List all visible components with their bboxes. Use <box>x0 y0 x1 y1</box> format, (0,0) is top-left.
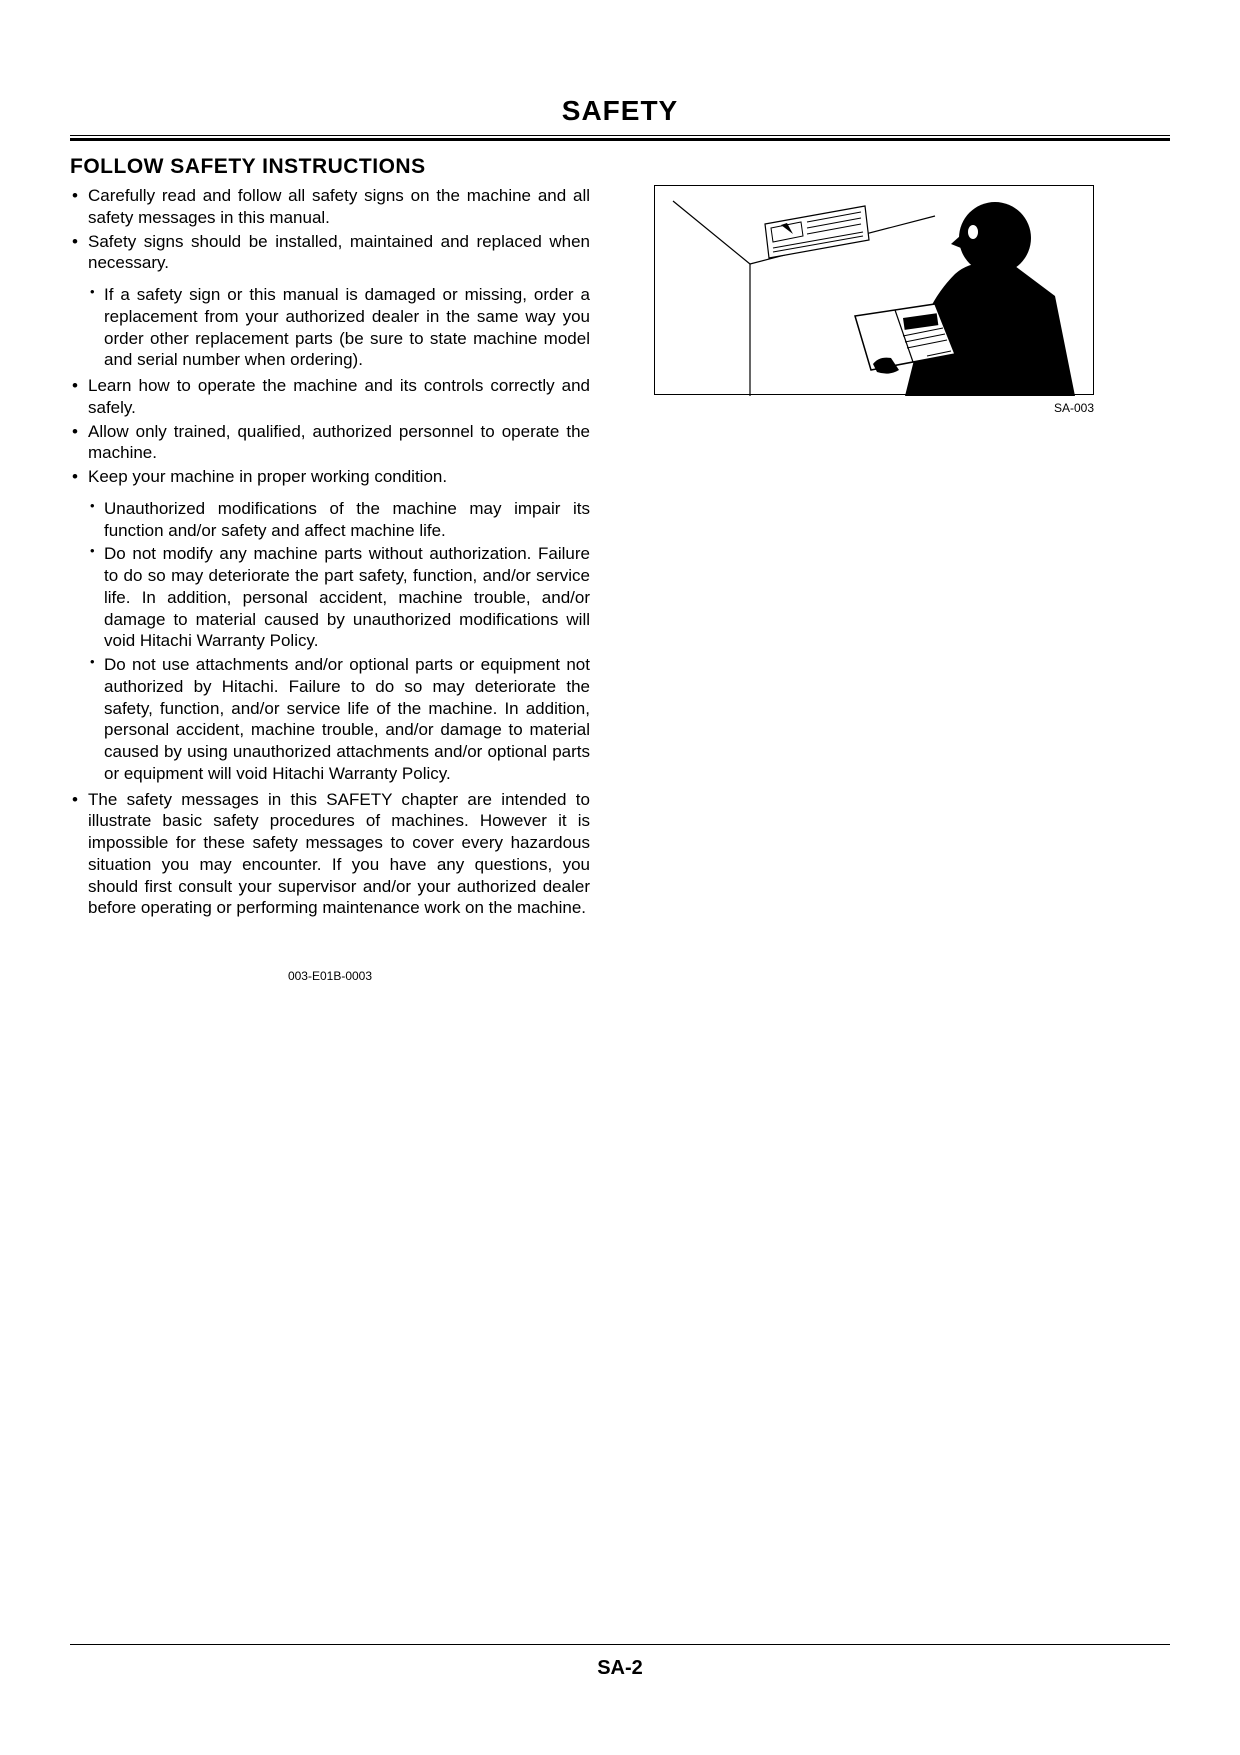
bullet-item: Carefully read and follow all safety sig… <box>88 185 590 229</box>
sub-item: Unauthorized modifications of the machin… <box>104 498 590 542</box>
sub-list: If a safety sign or this manual is damag… <box>88 284 590 371</box>
page-footer: SA-2 <box>70 1644 1170 1680</box>
safety-figure <box>654 185 1094 395</box>
sub-item: If a safety sign or this manual is damag… <box>104 284 590 371</box>
page-number: SA-2 <box>70 1657 1170 1680</box>
sub-item: Do not modify any machine parts without … <box>104 543 590 652</box>
bullet-text: The safety messages in this SAFETY chapt… <box>88 790 590 918</box>
figure-caption: SA-003 <box>654 401 1094 415</box>
bullet-text: Carefully read and follow all safety sig… <box>88 186 590 227</box>
bullet-item: Learn how to operate the machine and its… <box>88 375 590 419</box>
bullet-item: The safety messages in this SAFETY chapt… <box>88 789 590 920</box>
right-column: SA-003 <box>614 155 1170 415</box>
bullet-list: Carefully read and follow all safety sig… <box>70 185 590 919</box>
left-column: FOLLOW SAFETY INSTRUCTIONS Carefully rea… <box>70 155 590 983</box>
document-code: 003-E01B-0003 <box>70 969 590 983</box>
section-heading: FOLLOW SAFETY INSTRUCTIONS <box>70 155 590 179</box>
bullet-item: Allow only trained, qualified, authorize… <box>88 421 590 465</box>
reading-manual-illustration <box>655 186 1095 396</box>
header-rule-thick <box>70 138 1170 141</box>
bullet-item: Keep your machine in proper working cond… <box>88 466 590 785</box>
sub-item: Do not use attachments and/or optional p… <box>104 654 590 785</box>
bullet-text: Safety signs should be installed, mainta… <box>88 232 590 273</box>
page-title: SAFETY <box>70 95 1170 135</box>
bullet-text: Keep your machine in proper working cond… <box>88 467 447 486</box>
header-rule-thin <box>70 135 1170 136</box>
sub-list: Unauthorized modifications of the machin… <box>88 498 590 785</box>
bullet-text: Learn how to operate the machine and its… <box>88 376 590 417</box>
bullet-text: Allow only trained, qualified, authorize… <box>88 422 590 463</box>
bullet-item: Safety signs should be installed, mainta… <box>88 231 590 372</box>
content-area: FOLLOW SAFETY INSTRUCTIONS Carefully rea… <box>70 155 1170 983</box>
footer-rule <box>70 1644 1170 1645</box>
page-container: SAFETY FOLLOW SAFETY INSTRUCTIONS Carefu… <box>70 95 1170 1680</box>
